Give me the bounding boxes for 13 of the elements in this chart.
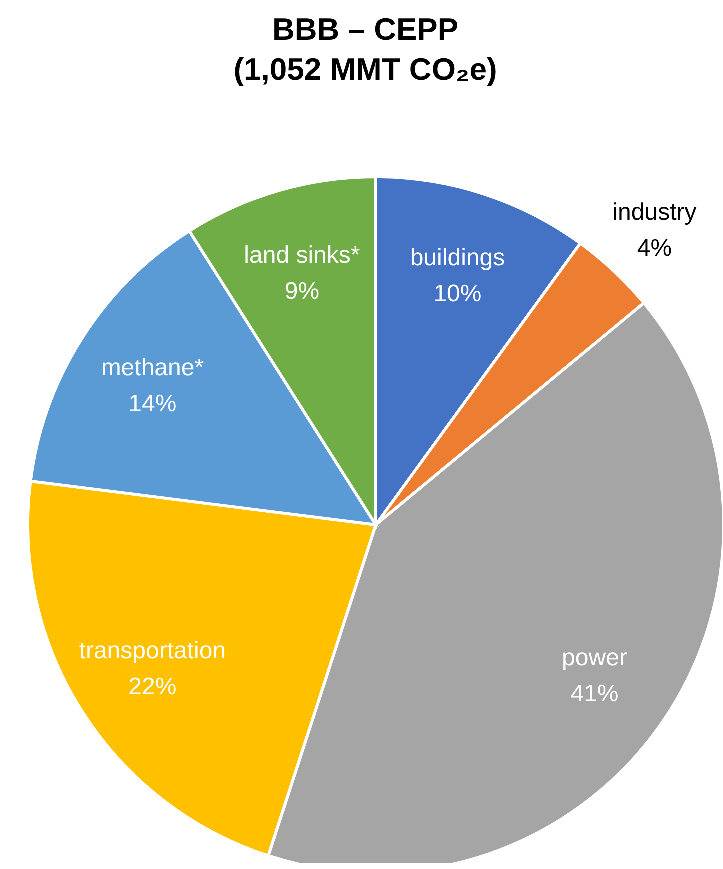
slice-label: transportation bbox=[79, 638, 226, 665]
slice-label: industry bbox=[612, 199, 697, 226]
data-label: 41% bbox=[570, 680, 619, 708]
slice-label: land sinks* bbox=[244, 242, 360, 270]
slice-label: methane* bbox=[101, 354, 204, 382]
data-label: 10% bbox=[434, 280, 482, 308]
chart-title: BBB – CEPP (1,052 MMT CO₂e) bbox=[232, 11, 498, 89]
data-label: 14% bbox=[128, 390, 177, 418]
slice-label: power bbox=[562, 644, 628, 672]
data-label: 22% bbox=[128, 674, 177, 701]
slice-label: buildings bbox=[410, 244, 506, 272]
data-label: 4% bbox=[637, 235, 672, 262]
data-label: 9% bbox=[284, 278, 320, 306]
